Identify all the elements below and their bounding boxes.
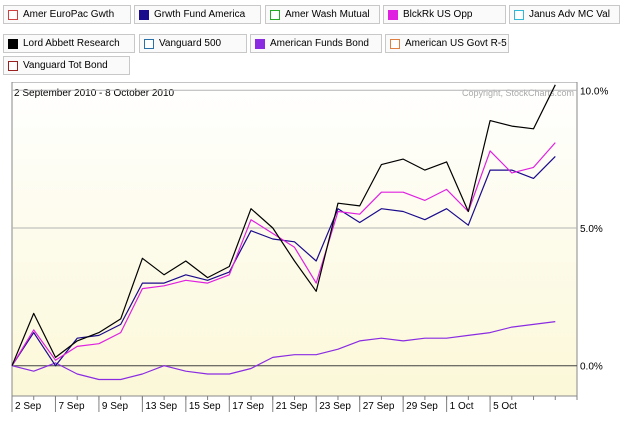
chart-area: 2 September 2010 - 8 October 2010 Copyri… bbox=[0, 81, 624, 418]
copyright-label: Copyright, StockCharts.com bbox=[462, 88, 574, 98]
performance-chart: 2 September 2010 - 8 October 2010 Copyri… bbox=[11, 81, 608, 412]
legend-swatch bbox=[8, 38, 18, 49]
series-lines bbox=[11, 84, 556, 381]
legend-item-amer-wash-mutual: Amer Wash Mutual bbox=[265, 5, 380, 24]
legend-swatch bbox=[514, 9, 524, 20]
legend-label: American Funds Bond bbox=[270, 38, 369, 49]
x-tick-label: 2 Sep bbox=[15, 401, 42, 412]
legend-item-amer-europac-gwth: Amer EuroPac Gwth bbox=[3, 5, 131, 24]
series-line-american-funds-bond bbox=[11, 321, 556, 381]
x-tick-label: 21 Sep bbox=[276, 401, 308, 412]
legend-label: BlckRk US Opp bbox=[403, 9, 473, 20]
x-axis: 2 Sep 7 Sep 9 Sep 13 Sep 15 Sep 17 Sep 21 Sep 2… bbox=[11, 396, 578, 412]
legend-swatch bbox=[139, 9, 149, 20]
legend-label: Grwth Fund America bbox=[154, 9, 246, 20]
legend-label: Vanguard Tot Bond bbox=[23, 60, 108, 71]
legend-label: Vanguard 500 bbox=[159, 38, 222, 49]
legend-item-blckrk-us-opp: BlckRk US Opp bbox=[383, 5, 506, 24]
legend-item-grwth-fund-america: Grwth Fund America bbox=[134, 5, 261, 24]
x-tick-label: 1 Oct bbox=[450, 401, 474, 412]
y-axis: 0.0% 5.0% 10.0% bbox=[580, 86, 608, 372]
legend-swatch bbox=[255, 38, 265, 49]
legend-swatch bbox=[270, 9, 280, 20]
legend-item-lord-abbett-research: Lord Abbett Research bbox=[3, 34, 135, 53]
x-tick-label: 5 Oct bbox=[493, 401, 517, 412]
legend-item-vanguard-tot-bond: Vanguard Tot Bond bbox=[3, 56, 130, 75]
legend-label: Janus Adv MC Val bbox=[529, 9, 610, 20]
legend-label: Amer EuroPac Gwth bbox=[23, 9, 115, 20]
x-tick-label: 17 Sep bbox=[232, 401, 264, 412]
legend-item-janus-adv-mc-val: Janus Adv MC Val bbox=[509, 5, 620, 24]
series-line-lord-abbett-research bbox=[11, 84, 556, 366]
legend-swatch bbox=[388, 9, 398, 20]
x-tick-label: 13 Sep bbox=[145, 401, 177, 412]
x-tick-label: 15 Sep bbox=[189, 401, 221, 412]
date-range-label: 2 September 2010 - 8 October 2010 bbox=[14, 88, 175, 99]
legend-swatch bbox=[8, 60, 18, 71]
y-tick-label: 5.0% bbox=[580, 224, 603, 235]
legend-label: American US Govt R-5 bbox=[405, 38, 507, 49]
legend-label: Amer Wash Mutual bbox=[285, 9, 370, 20]
legend-swatch bbox=[8, 9, 18, 20]
series-line-blckrk-us-opp bbox=[11, 142, 556, 367]
legend-swatch bbox=[390, 38, 400, 49]
legend-item-american-us-govt-r-5: American US Govt R-5 bbox=[385, 34, 509, 53]
legend-item-vanguard-500: Vanguard 500 bbox=[139, 34, 247, 53]
legend-item-american-funds-bond: American Funds Bond bbox=[250, 34, 382, 53]
grid-lines bbox=[12, 89, 577, 367]
y-tick-label: 0.0% bbox=[580, 362, 603, 373]
x-tick-label: 27 Sep bbox=[363, 401, 395, 412]
plot-background bbox=[11, 81, 578, 397]
y-tick-label: 10.0% bbox=[580, 86, 608, 97]
x-tick-label: 7 Sep bbox=[58, 401, 85, 412]
x-tick-label: 23 Sep bbox=[319, 401, 351, 412]
x-tick-label: 9 Sep bbox=[102, 401, 129, 412]
legend-label: Lord Abbett Research bbox=[23, 38, 120, 49]
x-tick-label: 29 Sep bbox=[406, 401, 438, 412]
legend-swatch bbox=[144, 38, 154, 49]
